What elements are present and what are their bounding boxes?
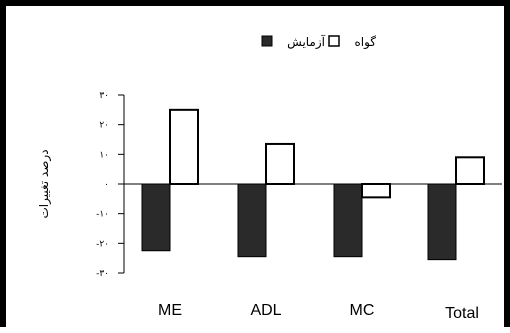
x-tick-label: MC — [350, 302, 375, 319]
y-axis-ticks: ۳۰ ۲۰ ۱۰ ۰ -۱۰ -۲۰ -۳۰ — [96, 91, 124, 279]
bar-experimental-total — [427, 183, 457, 261]
x-axis-labels: ME ADL MC Total — [158, 302, 479, 322]
x-tick-label: ADL — [250, 302, 281, 319]
y-tick-label: -۳۰ — [96, 269, 109, 279]
legend-label-experimental: آزمایش — [287, 34, 326, 50]
y-tick-label: ۲۰ — [99, 121, 109, 131]
y-tick-label: -۱۰ — [96, 210, 109, 220]
x-tick-label: ME — [158, 302, 182, 319]
bar-chart: گواه آزمایش درصد تغییرات ۳۰ ۲۰ ۱۰ ۰ -۱۰ -۲۰ -۳۰… — [37, 34, 502, 322]
bar-control-total — [455, 156, 485, 186]
bar-control-me — [169, 108, 199, 185]
legend: گواه آزمایش — [261, 34, 376, 50]
bar-experimental-adl — [237, 183, 267, 258]
y-tick-label: ۰ — [104, 180, 109, 190]
x-tick-label: Total — [445, 305, 479, 322]
legend-label-control: گواه — [354, 35, 376, 50]
y-tick-label: ۳۰ — [99, 91, 109, 101]
y-axis-label: درصد تغییرات — [37, 149, 52, 218]
y-tick-label: ۱۰ — [99, 150, 109, 160]
legend-swatch-experimental — [261, 35, 273, 47]
bars — [141, 108, 485, 261]
bar-experimental-me — [141, 183, 171, 252]
legend-swatch-control — [328, 35, 340, 47]
y-tick-label: -۲۰ — [96, 239, 109, 249]
bar-control-mc — [361, 183, 391, 199]
bar-control-adl — [265, 142, 295, 185]
bar-experimental-mc — [333, 183, 363, 258]
